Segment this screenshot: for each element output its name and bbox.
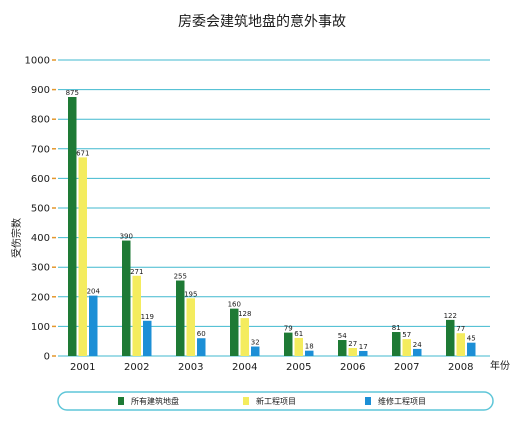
data-label: 24: [413, 341, 422, 349]
data-label: 255: [174, 273, 187, 281]
legend-swatch: [365, 397, 371, 405]
bar: [78, 157, 87, 356]
bar: [122, 240, 131, 356]
data-label: 195: [184, 290, 197, 298]
bar: [186, 298, 195, 356]
x-tick-label: 2002: [124, 362, 149, 373]
y-tick-label: 900: [31, 85, 50, 96]
bar: [402, 339, 411, 356]
x-ticks: 2001 2002 2003 2004 2005 2006 2007 2008: [70, 362, 473, 373]
bar: [392, 332, 401, 356]
data-label: 81: [392, 324, 401, 332]
data-label: 18: [305, 343, 314, 351]
y-axis-label: 受伤宗数: [10, 218, 23, 258]
bar: [284, 332, 293, 356]
legend-swatch: [243, 397, 249, 405]
bar: [294, 337, 303, 356]
data-label: 60: [197, 330, 206, 338]
y-tick-label: 700: [31, 144, 50, 155]
x-tick-label: 2004: [232, 362, 257, 373]
bar: [359, 350, 368, 356]
x-tick-label: 2001: [70, 362, 95, 373]
data-label: 61: [294, 330, 303, 338]
bar: [446, 319, 455, 356]
y-tick-label: 0: [44, 352, 50, 363]
chart-title: 房委会建筑地盘的意外事故: [178, 13, 346, 30]
x-tick-label: 2003: [178, 362, 203, 373]
bar: [68, 97, 77, 356]
data-label: 57: [402, 331, 411, 339]
data-label: 128: [238, 310, 251, 318]
data-label: 77: [456, 325, 465, 333]
data-label: 390: [120, 233, 133, 241]
data-label: 160: [228, 301, 241, 309]
bar: [240, 318, 249, 356]
data-label: 204: [87, 288, 101, 296]
legend-label: 所有建筑地盘: [131, 396, 179, 406]
data-label: 27: [348, 340, 357, 348]
x-tick-label: 2007: [394, 362, 419, 373]
data-label: 54: [338, 332, 347, 340]
legend-label: 新工程项目: [256, 396, 296, 406]
y-tick-label: 100: [31, 322, 50, 333]
bar: [467, 342, 476, 356]
bar: [89, 295, 98, 356]
x-tick-label: 2008: [448, 362, 473, 373]
y-tick-label: 400: [31, 233, 50, 244]
data-label: 45: [467, 335, 476, 343]
y-tick-label: 800: [31, 115, 50, 126]
bar: [305, 350, 314, 356]
y-ticks: 0 100 200 300 400 500 600 700 800 900 1000: [25, 56, 56, 363]
y-tick-label: 600: [31, 174, 50, 185]
data-label: 271: [130, 268, 143, 276]
x-axis-unit: 年份: [490, 359, 510, 372]
legend: 所有建筑地盘 新工程项目 维修工程项目: [57, 391, 494, 411]
data-label: 875: [66, 89, 79, 97]
data-label: 32: [251, 339, 260, 347]
bar: [413, 348, 422, 356]
data-label: 119: [141, 313, 154, 321]
bar: [230, 308, 239, 356]
data-label: 79: [284, 325, 293, 333]
bar: [338, 340, 347, 356]
data-label: 671: [76, 149, 89, 157]
y-tick-label: 200: [31, 292, 50, 303]
bar: [456, 333, 465, 356]
bar: [143, 320, 152, 356]
bar: [176, 280, 185, 356]
data-label: 17: [359, 343, 368, 351]
bar: [197, 338, 206, 356]
x-tick-label: 2006: [340, 362, 365, 373]
y-tick-label: 300: [31, 263, 50, 274]
legend-label: 维修工程项目: [378, 396, 426, 406]
legend-frame: [57, 391, 494, 411]
legend-swatch: [118, 397, 124, 405]
data-label: 122: [444, 312, 457, 320]
bar: [348, 348, 357, 356]
x-tick-label: 2005: [286, 362, 311, 373]
y-tick-label: 500: [31, 204, 50, 215]
y-tick-label: 1000: [25, 56, 50, 67]
bar: [251, 346, 260, 356]
bar: [132, 275, 141, 356]
